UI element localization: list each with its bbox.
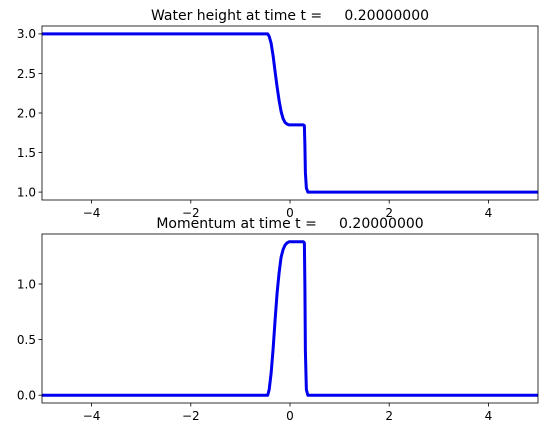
momentum-x-tick-label: −2 [182, 409, 200, 423]
height-series-line [42, 32, 538, 194]
momentum-y-tick-label: 0.5 [17, 333, 36, 347]
momentum-y-tick-label: 1.0 [17, 277, 36, 291]
momentum-y-tick-label: 0.0 [17, 389, 36, 403]
momentum-x-tick-label: 2 [385, 409, 393, 423]
height-y-tick-label: 1.0 [17, 185, 36, 199]
height-x-tick-label: −4 [83, 206, 101, 220]
height-x-tick-label: 2 [385, 206, 393, 220]
height-x-tick-label: 4 [485, 206, 493, 220]
height-y-tick-label: 2.5 [17, 67, 36, 81]
momentum-chart-title: Momentum at time t = 0.20000000 [156, 216, 423, 232]
height-x-tick-label: −2 [182, 206, 200, 220]
height-x-tick-label: 0 [286, 206, 294, 220]
height-y-tick-label: 3.0 [17, 27, 36, 41]
momentum-x-tick-label: −4 [83, 409, 101, 423]
water-height-panel: −4 −2 0 2 4 1.0 1.5 2.0 2.5 3.0 Water height at ti… [17, 8, 539, 220]
height-y-tick-label: 1.5 [17, 146, 36, 160]
momentum-series-line [42, 240, 538, 397]
height-axes-frame [41, 25, 539, 201]
momentum-x-tick-label: 4 [485, 409, 493, 423]
height-y-tick-label: 2.0 [17, 106, 36, 120]
momentum-x-tick-label: 0 [286, 409, 294, 423]
momentum-axes-frame [41, 233, 539, 404]
momentum-panel: −4 −2 0 2 4 0.0 0.5 1.0 Momentum at time t = 0.2… [17, 216, 539, 423]
height-chart-title: Water height at time t = 0.20000000 [151, 8, 429, 24]
